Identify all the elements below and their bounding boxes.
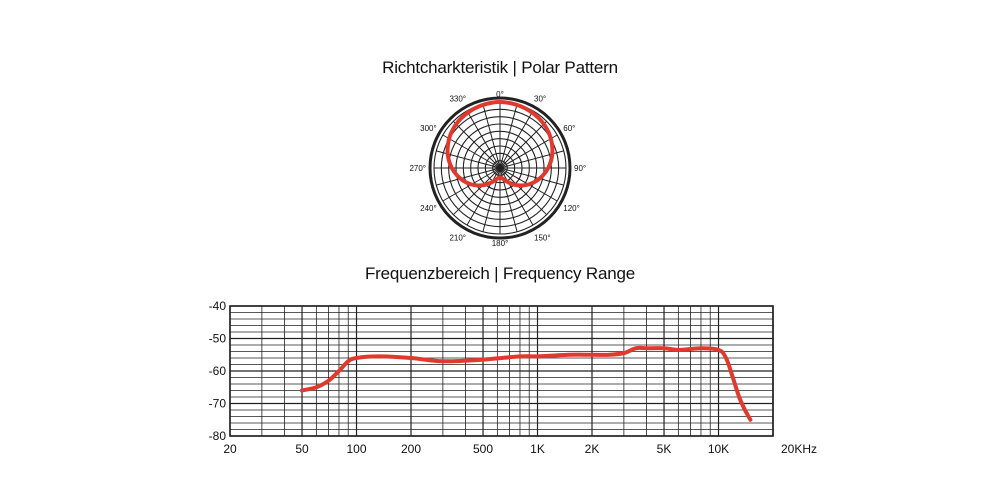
freq-x-tick-label: 500 <box>473 442 493 456</box>
polar-spoke <box>499 104 518 169</box>
freq-y-tick-label: -40 <box>209 299 227 313</box>
freq-y-tick-label: -70 <box>209 397 227 411</box>
frequency-chart-title: Frequenzbereich | Frequency Range <box>365 264 635 283</box>
polar-angle-label: 150° <box>534 233 551 242</box>
polar-angle-label: 330° <box>449 95 466 104</box>
polar-spoke <box>499 167 548 216</box>
freq-y-tick-label: -50 <box>209 332 227 346</box>
freq-plot-frame <box>229 305 774 437</box>
polar-pattern-curve <box>445 100 555 188</box>
polar-angle-label: 300° <box>420 124 437 133</box>
polar-spoke <box>466 110 501 169</box>
freq-x-tick-label: 2K <box>585 442 600 456</box>
freq-x-tick-label: 200 <box>401 442 421 456</box>
polar-outer-ring <box>428 96 572 240</box>
freq-x-tick-label: 10K <box>708 442 729 456</box>
frequency-response-curve <box>300 345 753 422</box>
polar-spoke <box>442 134 501 169</box>
polar-angle-label: 120° <box>563 204 580 213</box>
freq-x-tick-label: 50 <box>295 442 309 456</box>
polar-angle-label: 30° <box>534 95 546 104</box>
polar-spoke <box>499 167 534 226</box>
polar-spoke <box>499 120 548 169</box>
freq-y-tick-label: -80 <box>209 429 227 443</box>
polar-chart-title: Richtcharkteristik | Polar Pattern <box>382 58 618 77</box>
polar-angle-label: 270° <box>409 164 426 173</box>
polar-spoke <box>482 104 501 169</box>
polar-angle-label: 60° <box>563 124 575 133</box>
polar-angle-label: 0° <box>496 90 504 99</box>
polar-spoke <box>466 167 501 226</box>
freq-x-tick-label: 1K <box>530 442 545 456</box>
freq-x-tick-label: 20 <box>223 442 237 456</box>
freq-x-tick-label: 100 <box>346 442 366 456</box>
polar-angle-label: 240° <box>420 204 437 213</box>
polar-angle-label: 210° <box>449 233 466 242</box>
freq-y-tick-label: -60 <box>209 364 227 378</box>
polar-spoke <box>452 167 501 216</box>
polar-angle-label: 90° <box>574 164 586 173</box>
polar-spoke <box>499 134 558 169</box>
freq-x-tick-label: 20KHz <box>781 442 817 456</box>
polar-spoke <box>499 167 564 186</box>
polar-spoke <box>436 167 501 186</box>
polar-angle-label: 180° <box>492 239 509 248</box>
polar-spoke <box>499 110 534 169</box>
polar-spoke <box>452 120 501 169</box>
freq-x-tick-label: 5K <box>657 442 672 456</box>
